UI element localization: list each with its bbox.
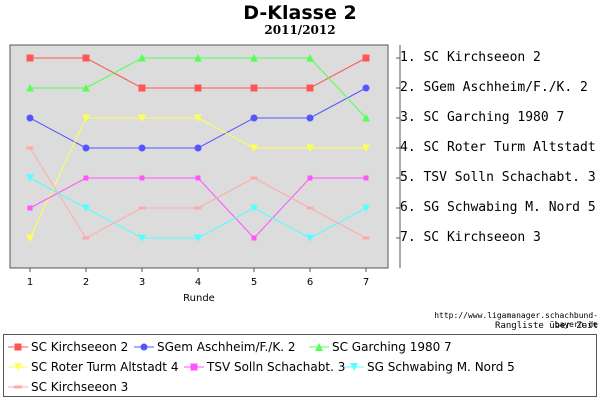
data-point: [306, 84, 314, 92]
legend-swatch: [309, 343, 329, 351]
x-tick-label: 3: [139, 277, 145, 288]
legend-item: SC Kirchseeon 3: [8, 380, 128, 394]
data-point: [138, 54, 146, 62]
data-point: [83, 175, 89, 181]
data-point: [139, 175, 145, 181]
data-point: [250, 144, 258, 152]
data-point: [26, 114, 34, 122]
x-axis-label: Runde: [183, 293, 215, 304]
chart-legend: SC Kirchseeon 2 SGem Aschheim/F./K. 2 SC G…: [3, 334, 597, 397]
data-point: [138, 114, 146, 122]
data-point: [82, 236, 90, 240]
x-tick-label: 6: [307, 277, 313, 288]
data-point: [250, 114, 258, 122]
data-point: [194, 54, 202, 62]
data-point: [251, 235, 257, 241]
legend-swatch: [8, 343, 28, 351]
data-point: [194, 84, 202, 92]
data-point: [82, 204, 90, 212]
legend-item: SGem Aschheim/F./K. 2: [134, 340, 296, 354]
chart-title: D-Klasse 2: [243, 2, 357, 24]
plot-area: [9, 44, 389, 269]
legend-label: SC Roter Turm Altstadt 4: [31, 360, 179, 374]
x-tick-label: 4: [195, 277, 201, 288]
legend-label: SG Schwabing M. Nord 5: [367, 360, 515, 374]
data-point: [26, 84, 34, 92]
data-point: [82, 54, 90, 62]
data-point: [194, 234, 202, 242]
x-tick-label: 7: [363, 277, 369, 288]
source-caption: Rangliste über Zeit: [495, 321, 598, 331]
data-point: [306, 54, 314, 62]
legend-swatch: [184, 363, 204, 371]
legend-swatch: [8, 363, 28, 371]
rank-chart: 1 2 3 4 5 6 7 Runde: [9, 44, 401, 304]
legend-label: SC Kirchseeon 3: [31, 380, 129, 394]
x-tick-label: 5: [251, 277, 257, 288]
data-point: [362, 54, 370, 62]
rank-entry: 5. TSV Solln Schachabt. 3: [400, 170, 596, 185]
data-point: [362, 114, 370, 122]
x-tick-label: 1: [27, 277, 33, 288]
data-point: [138, 144, 146, 152]
legend-swatch: [8, 385, 28, 389]
data-point: [250, 204, 258, 212]
data-point: [306, 234, 314, 242]
data-point: [194, 114, 202, 122]
data-point: [362, 84, 370, 92]
data-point: [362, 236, 370, 240]
data-point: [26, 54, 34, 62]
data-point: [138, 234, 146, 242]
data-point: [27, 205, 33, 211]
data-point: [138, 206, 146, 210]
rank-entry: 6. SG Schwabing M. Nord 5: [400, 200, 596, 215]
data-point: [82, 114, 90, 122]
legend-item: SG Schwabing M. Nord 5: [344, 360, 515, 374]
data-point: [194, 206, 202, 210]
legend-label: SC Garching 1980 7: [332, 340, 452, 354]
rank-entry: 4. SC Roter Turm Altstadt 4: [400, 140, 600, 155]
data-point: [26, 146, 34, 150]
legend-item: SC Garching 1980 7: [309, 340, 452, 354]
data-point: [26, 234, 34, 242]
data-point: [194, 144, 202, 152]
rank-entry: 3. SC Garching 1980 7: [400, 110, 565, 125]
legend-label: SC Kirchseeon 2: [31, 340, 129, 354]
legend-swatch: [344, 363, 364, 371]
x-tick-label: 2: [83, 277, 89, 288]
data-point: [362, 204, 370, 212]
data-point: [250, 176, 258, 180]
data-point: [362, 144, 370, 152]
data-point: [306, 206, 314, 210]
source-url[interactable]: http://www.ligamanager.schachbund-bayern…: [434, 311, 598, 329]
data-point: [250, 84, 258, 92]
legend-item: TSV Solln Schachabt. 3: [184, 360, 345, 374]
data-point: [82, 144, 90, 152]
legend-item: SC Kirchseeon 2: [8, 340, 128, 354]
data-point: [363, 175, 369, 181]
legend-label: SGem Aschheim/F./K. 2: [157, 340, 296, 354]
legend-swatch: [134, 343, 154, 351]
data-point: [306, 144, 314, 152]
rank-entry: 1. SC Kirchseeon 2: [400, 50, 541, 65]
data-point: [26, 174, 34, 182]
chart-subtitle: 2011/2012: [264, 23, 336, 37]
data-point: [306, 114, 314, 122]
data-point: [195, 175, 201, 181]
data-point: [82, 84, 90, 92]
legend-item: SC Roter Turm Altstadt 4: [8, 360, 178, 374]
data-point: [307, 175, 313, 181]
data-point: [138, 84, 146, 92]
rank-entry: 7. SC Kirchseeon 3: [400, 230, 541, 245]
rank-entry: 2. SGem Aschheim/F./K. 2: [400, 80, 588, 95]
data-point: [250, 54, 258, 62]
legend-label: TSV Solln Schachabt. 3: [207, 360, 346, 374]
